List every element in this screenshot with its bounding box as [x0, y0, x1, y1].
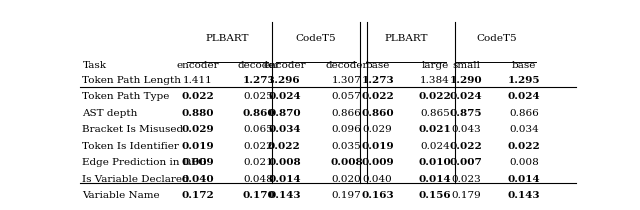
- Text: AST depth: AST depth: [83, 109, 138, 118]
- Text: Variable Name: Variable Name: [83, 191, 160, 200]
- Text: 0.156: 0.156: [419, 191, 451, 200]
- Text: 1.273: 1.273: [362, 76, 394, 85]
- Text: 0.143: 0.143: [268, 191, 301, 200]
- Text: 1.273: 1.273: [243, 76, 275, 85]
- Text: 0.870: 0.870: [268, 109, 301, 118]
- Text: 0.860: 0.860: [243, 109, 275, 118]
- Text: 0.197: 0.197: [332, 191, 361, 200]
- Text: decoder: decoder: [325, 61, 367, 70]
- Text: 0.170: 0.170: [242, 191, 275, 200]
- Text: 0.860: 0.860: [362, 109, 394, 118]
- Text: 0.035: 0.035: [332, 142, 361, 151]
- Text: 0.065: 0.065: [244, 125, 273, 134]
- Text: 0.009: 0.009: [182, 158, 214, 167]
- Text: encoder: encoder: [263, 61, 306, 70]
- Text: 0.880: 0.880: [182, 109, 214, 118]
- Text: 0.179: 0.179: [451, 191, 481, 200]
- Text: 0.010: 0.010: [419, 158, 451, 167]
- Text: 1.411: 1.411: [183, 76, 213, 85]
- Text: 0.172: 0.172: [182, 191, 214, 200]
- Text: 0.014: 0.014: [268, 175, 301, 184]
- Text: 0.022: 0.022: [449, 142, 483, 151]
- Text: 0.008: 0.008: [268, 158, 301, 167]
- Text: Is Variable Declared: Is Variable Declared: [83, 175, 189, 184]
- Text: 0.008: 0.008: [509, 158, 539, 167]
- Text: 1.384: 1.384: [420, 76, 450, 85]
- Text: base: base: [512, 61, 536, 70]
- Text: Token Path Type: Token Path Type: [83, 92, 170, 101]
- Text: decoder: decoder: [237, 61, 280, 70]
- Text: Token Path Length: Token Path Length: [83, 76, 182, 85]
- Text: 0.163: 0.163: [362, 191, 394, 200]
- Text: 0.024: 0.024: [268, 92, 301, 101]
- Text: 0.022: 0.022: [268, 142, 301, 151]
- Text: PLBART: PLBART: [205, 34, 249, 43]
- Text: 0.014: 0.014: [419, 175, 451, 184]
- Text: 0.009: 0.009: [362, 158, 394, 167]
- Text: 0.034: 0.034: [268, 125, 301, 134]
- Text: 0.014: 0.014: [508, 175, 540, 184]
- Text: 0.023: 0.023: [451, 175, 481, 184]
- Text: 0.034: 0.034: [509, 125, 539, 134]
- Text: 0.008: 0.008: [330, 158, 363, 167]
- Text: 0.866: 0.866: [509, 109, 539, 118]
- Text: Token Is Identifier: Token Is Identifier: [83, 142, 179, 151]
- Text: 0.025: 0.025: [244, 92, 273, 101]
- Text: 1.295: 1.295: [508, 76, 540, 85]
- Text: 1.290: 1.290: [449, 76, 482, 85]
- Text: 0.007: 0.007: [449, 158, 483, 167]
- Text: 0.022: 0.022: [361, 92, 394, 101]
- Text: 0.019: 0.019: [182, 142, 214, 151]
- Text: 0.024: 0.024: [420, 142, 450, 151]
- Text: 0.048: 0.048: [244, 175, 273, 184]
- Text: 0.024: 0.024: [449, 92, 482, 101]
- Text: 0.022: 0.022: [182, 92, 214, 101]
- Text: Bracket Is Misused: Bracket Is Misused: [83, 125, 184, 134]
- Text: 0.020: 0.020: [332, 175, 361, 184]
- Text: CodeT5: CodeT5: [476, 34, 517, 43]
- Text: CodeT5: CodeT5: [295, 34, 336, 43]
- Text: 1.307: 1.307: [332, 76, 361, 85]
- Text: PLBART: PLBART: [384, 34, 428, 43]
- Text: small: small: [452, 61, 480, 70]
- Text: 0.143: 0.143: [508, 191, 540, 200]
- Text: 1.296: 1.296: [268, 76, 301, 85]
- Text: encoder: encoder: [177, 61, 220, 70]
- Text: 0.021: 0.021: [419, 125, 451, 134]
- Text: 0.022: 0.022: [508, 142, 540, 151]
- Text: 0.043: 0.043: [451, 125, 481, 134]
- Text: 0.024: 0.024: [508, 92, 540, 101]
- Text: 0.096: 0.096: [332, 125, 361, 134]
- Text: base: base: [365, 61, 390, 70]
- Text: 0.040: 0.040: [363, 175, 392, 184]
- Text: 0.029: 0.029: [363, 125, 392, 134]
- Text: 0.875: 0.875: [450, 109, 482, 118]
- Text: 0.019: 0.019: [362, 142, 394, 151]
- Text: 0.022: 0.022: [419, 92, 451, 101]
- Text: 0.040: 0.040: [182, 175, 214, 184]
- Text: 0.057: 0.057: [332, 92, 361, 101]
- Text: Task: Task: [83, 61, 106, 70]
- Text: large: large: [422, 61, 449, 70]
- Text: 0.865: 0.865: [420, 109, 450, 118]
- Text: Edge Prediction in DFG: Edge Prediction in DFG: [83, 158, 207, 167]
- Text: 0.021: 0.021: [244, 158, 273, 167]
- Text: 0.029: 0.029: [182, 125, 214, 134]
- Text: 0.866: 0.866: [332, 109, 361, 118]
- Text: 0.022: 0.022: [244, 142, 273, 151]
